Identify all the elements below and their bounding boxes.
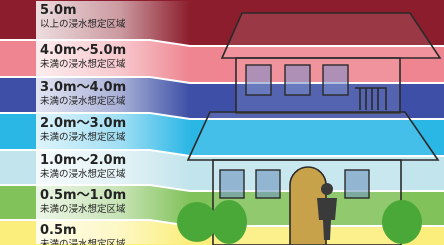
depth-note: 未満の浸水想定区域: [40, 58, 126, 70]
bush: [382, 200, 422, 244]
window: [220, 170, 244, 198]
depth-note: 未満の浸水想定区域: [40, 203, 126, 215]
bush: [211, 200, 247, 244]
depth-label: 3.0m～4.0m: [40, 80, 126, 95]
person-head: [321, 183, 333, 195]
depth-note: 未満の浸水想定区域: [40, 168, 126, 180]
window: [285, 65, 310, 95]
flood-depth-diagram: 5.0m以上の浸水想定区域4.0m～5.0m未満の浸水想定区域3.0m～4.0m…: [0, 0, 444, 245]
depth-note: 未満の浸水想定区域: [40, 95, 126, 107]
depth-label: 5.0m: [40, 3, 77, 18]
depth-label: 0.5m～1.0m: [40, 188, 126, 203]
window: [345, 170, 369, 198]
top-roof: [222, 13, 440, 58]
depth-label: 4.0m～5.0m: [40, 43, 126, 58]
depth-label: 0.5m: [40, 223, 77, 238]
window: [323, 65, 348, 95]
depth-note: 以上の浸水想定区域: [40, 18, 126, 30]
depth-note: 未満の浸水想定区域: [40, 238, 126, 245]
depth-note: 未満の浸水想定区域: [40, 131, 126, 143]
middle-roof: [188, 112, 438, 160]
window: [246, 65, 271, 95]
window: [256, 170, 280, 198]
depth-label: 2.0m～3.0m: [40, 116, 126, 131]
depth-label: 1.0m～2.0m: [40, 153, 126, 168]
